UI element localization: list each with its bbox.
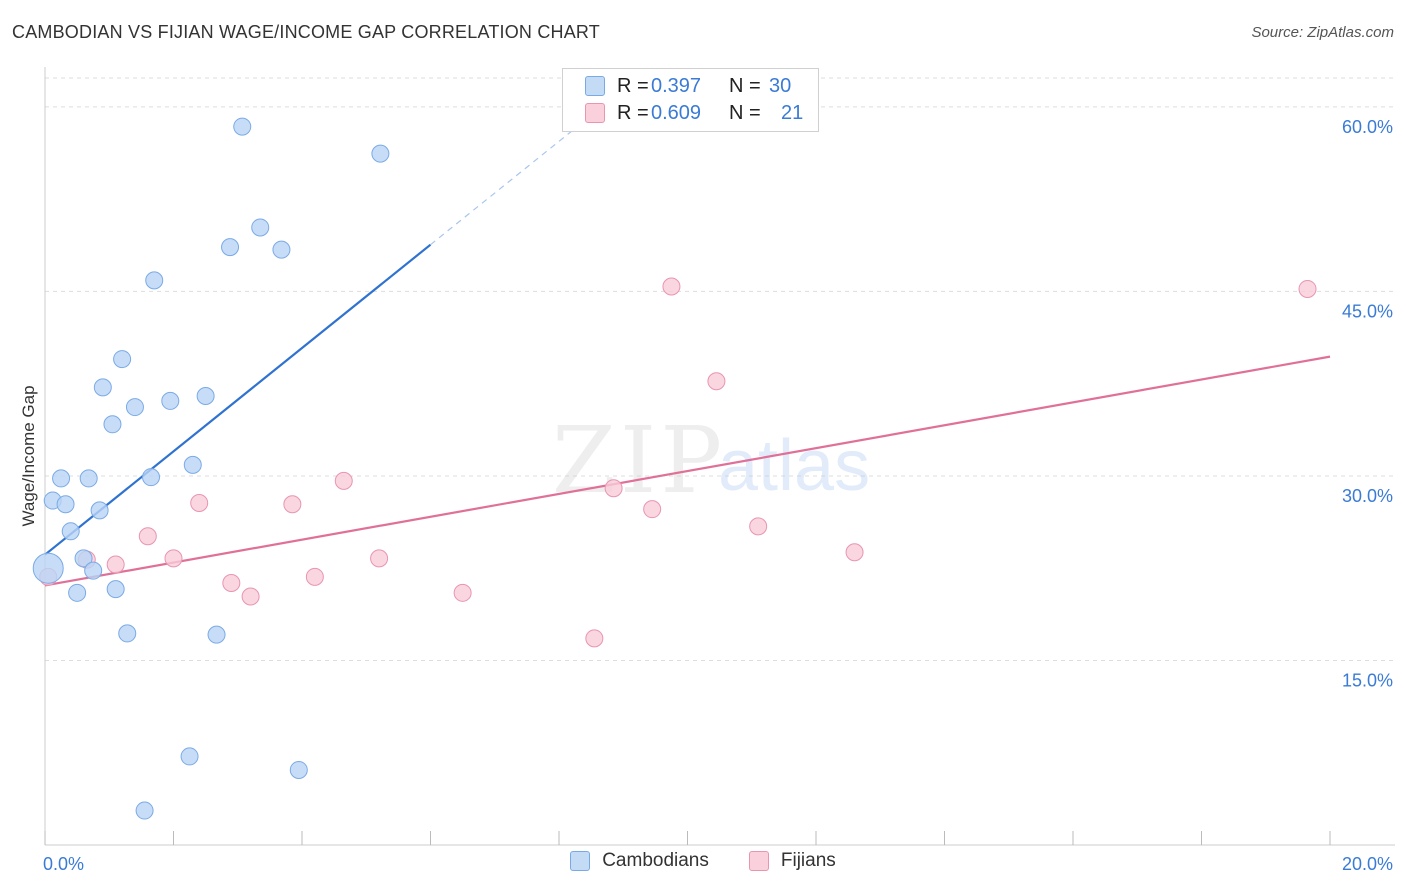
legend-row-fijians: R = 0.609 N = 21 xyxy=(585,101,803,125)
point-cambodians xyxy=(145,271,164,290)
x-tick-label: 0.0% xyxy=(43,854,84,874)
point-fijians xyxy=(106,555,125,574)
point-cambodians xyxy=(68,583,87,602)
legend-label-fijians: Fijians xyxy=(780,850,836,871)
point-fijians xyxy=(241,587,260,606)
point-fijians xyxy=(1298,279,1317,298)
legend-n-label: N = xyxy=(729,74,761,97)
chart-title: CAMBODIAN VS FIJIAN WAGE/INCOME GAP CORR… xyxy=(12,22,601,42)
point-fijians xyxy=(334,471,353,490)
point-fijians xyxy=(370,549,389,568)
point-cambodians xyxy=(180,747,199,766)
point-fijians xyxy=(164,549,183,568)
point-cambodians xyxy=(272,240,291,259)
point-cambodians xyxy=(221,238,240,257)
point-fijians xyxy=(190,494,209,513)
axis-labels: 15.0% 30.0% 45.0% 60.0% 0.0% 20.0% Wage/Income… xyxy=(19,117,1393,874)
data-points xyxy=(32,117,1317,820)
point-fijians xyxy=(585,629,604,648)
watermark-zip: ZIP xyxy=(552,407,726,514)
point-cambodians xyxy=(113,350,132,369)
trend-line-fijians xyxy=(44,355,1331,587)
legend-item-fijians[interactable]: Fijians xyxy=(748,850,836,872)
point-fijians xyxy=(283,495,302,514)
legend-swatch-fijians xyxy=(585,103,605,123)
point-cambodians xyxy=(142,468,161,487)
legend-r-value: 0.609 xyxy=(651,101,702,124)
trend-line-cambodians-extension xyxy=(430,115,592,246)
point-cambodians xyxy=(196,386,215,405)
point-cambodians xyxy=(56,495,75,514)
point-cambodians xyxy=(93,378,112,397)
point-fijians xyxy=(305,567,324,586)
point-cambodians xyxy=(207,625,226,644)
point-cambodians xyxy=(84,561,103,580)
axes xyxy=(44,67,1395,846)
point-cambodians xyxy=(118,624,137,643)
point-fijians xyxy=(222,573,241,592)
legend-swatch-cambodians xyxy=(585,76,605,96)
point-cambodians xyxy=(233,117,252,136)
point-fijians xyxy=(453,583,472,602)
watermark: ZIP atlas xyxy=(552,407,870,514)
point-cambodians xyxy=(106,580,125,599)
legend-r-label: R = xyxy=(617,74,649,97)
legend-r-label: R = xyxy=(617,101,649,124)
trend-lines xyxy=(44,115,1331,587)
point-cambodians xyxy=(74,549,93,568)
point-fijians xyxy=(662,277,681,296)
correlation-legend: R = 0.397 N = 30 R = 0.609 N = 21 xyxy=(562,68,819,132)
legend-label-cambodians: Cambodians xyxy=(602,850,709,871)
legend-n-value: 21 xyxy=(781,101,804,124)
x-tick-label: 20.0% xyxy=(1342,854,1393,874)
y-tick-label: 30.0% xyxy=(1342,486,1393,506)
point-cambodians xyxy=(183,455,202,474)
trend-line-cambodians xyxy=(44,243,432,556)
legend-n-value: 30 xyxy=(769,74,792,97)
y-tick-label: 15.0% xyxy=(1342,670,1393,690)
y-tick-label: 45.0% xyxy=(1342,301,1393,321)
legend-item-cambodians[interactable]: Cambodians xyxy=(570,850,709,872)
point-cambodians xyxy=(32,552,64,584)
y-tick-label: 60.0% xyxy=(1342,117,1393,137)
point-fijians xyxy=(749,517,768,536)
point-cambodians xyxy=(61,522,80,541)
point-cambodians xyxy=(125,398,144,417)
legend-row-cambodians: R = 0.397 N = 30 xyxy=(585,74,791,98)
point-fijians xyxy=(845,543,864,562)
point-fijians xyxy=(643,500,662,519)
point-cambodians xyxy=(90,501,109,520)
point-cambodians xyxy=(289,760,308,779)
series-legend: Cambodians Fijians xyxy=(0,850,1406,872)
grid-lines xyxy=(45,77,1395,661)
y-axis-title: Wage/Income Gap xyxy=(19,385,38,526)
point-fijians xyxy=(138,527,157,546)
legend-r-value: 0.397 xyxy=(651,74,702,97)
point-cambodians xyxy=(161,391,180,410)
watermark-atlas: atlas xyxy=(718,426,870,506)
point-cambodians xyxy=(371,144,390,163)
point-cambodians xyxy=(103,415,122,434)
point-fijians xyxy=(604,479,623,498)
point-cambodians xyxy=(79,469,98,488)
point-cambodians xyxy=(251,218,270,237)
point-cambodians xyxy=(135,801,154,820)
point-fijians xyxy=(707,372,726,391)
legend-swatch-fijians xyxy=(748,851,769,871)
legend-n-label: N = xyxy=(729,101,761,124)
source-label: Source: ZipAtlas.com xyxy=(1251,24,1394,41)
point-cambodians xyxy=(52,469,71,488)
legend-swatch-cambodians xyxy=(570,851,591,871)
